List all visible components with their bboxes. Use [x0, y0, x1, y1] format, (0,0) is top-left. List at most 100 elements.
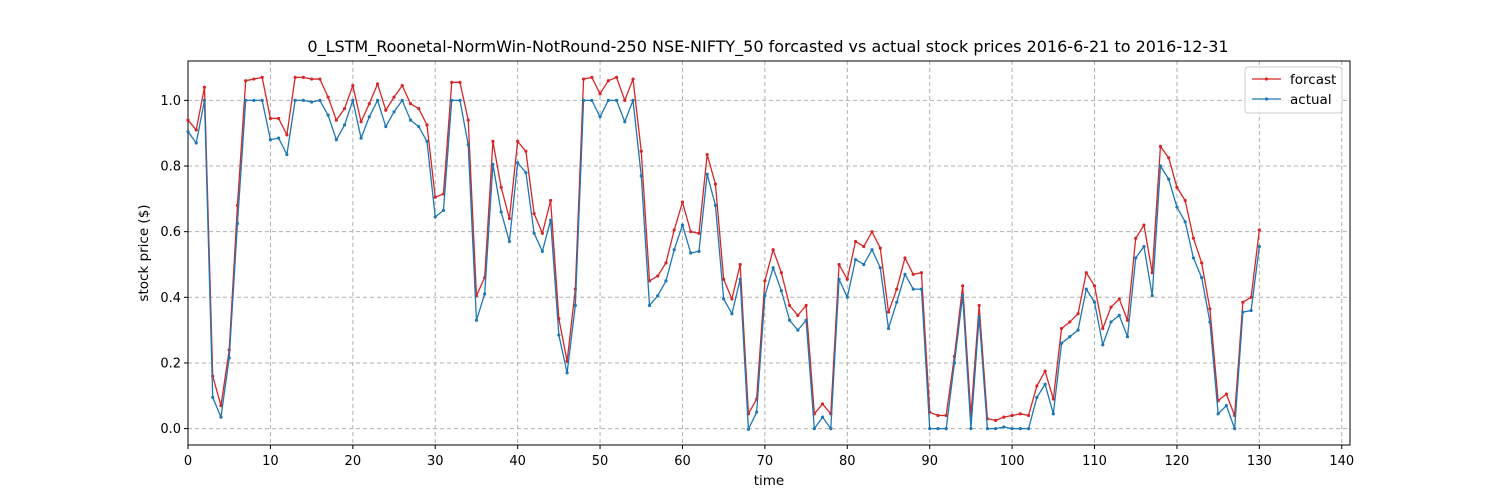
data-point-actual [853, 257, 858, 262]
x-tick-label: 0 [184, 454, 192, 469]
data-point-actual [450, 98, 454, 102]
data-point-actual [334, 138, 338, 142]
data-point-forcast [408, 102, 413, 106]
data-point-forcast [268, 116, 273, 121]
data-point-forcast [1084, 271, 1088, 275]
data-point-forcast [549, 198, 553, 203]
data-point-actual [1183, 220, 1187, 224]
data-point-actual [1076, 328, 1080, 332]
data-point-actual [573, 303, 577, 308]
data-point-actual [1084, 287, 1088, 291]
data-point-actual [557, 333, 561, 337]
data-point-actual [722, 297, 726, 301]
data-point-actual [384, 125, 388, 129]
x-tick-label: 120 [1165, 454, 1190, 469]
data-point-actual [1117, 313, 1121, 317]
data-point-forcast [1010, 413, 1014, 418]
data-point-forcast [1076, 312, 1080, 316]
data-point-forcast [1109, 305, 1113, 309]
data-point-actual [1142, 244, 1146, 249]
data-point-actual [1200, 276, 1204, 280]
data-point-actual [474, 318, 479, 322]
data-point-forcast [491, 139, 495, 144]
data-point-actual [788, 318, 792, 322]
data-point-actual [680, 223, 685, 227]
data-point-forcast [944, 413, 948, 418]
data-point-forcast [1167, 156, 1171, 160]
data-point-actual [804, 318, 808, 322]
data-point-forcast [1241, 300, 1245, 304]
data-point-actual [705, 172, 709, 176]
legend: forcast actual [1244, 66, 1343, 114]
data-point-actual [285, 152, 289, 157]
data-point-actual [985, 426, 989, 431]
data-point-forcast [623, 98, 627, 102]
data-point-actual [581, 98, 586, 102]
legend-marker [1264, 77, 1269, 81]
data-point-forcast [936, 413, 940, 418]
data-point-actual [1010, 426, 1014, 431]
data-point-forcast [466, 118, 470, 122]
data-point-actual [268, 138, 273, 142]
data-point-forcast [532, 212, 536, 216]
data-point-actual [540, 249, 544, 253]
data-point-forcast [845, 277, 849, 281]
data-point-actual [746, 427, 751, 431]
x-tick-label: 130 [1247, 454, 1272, 469]
data-point-forcast [219, 404, 223, 408]
y-tick-label: 0.4 [160, 291, 181, 306]
data-point-forcast [384, 108, 388, 112]
data-point-forcast [458, 80, 462, 84]
data-point-actual [211, 395, 215, 400]
data-point-actual [1158, 164, 1163, 168]
series-actual [186, 98, 1261, 431]
data-point-actual [1018, 426, 1022, 431]
data-point-actual [911, 287, 915, 291]
data-point-actual [1249, 308, 1253, 313]
data-point-forcast [961, 284, 965, 288]
data-point-actual [367, 115, 371, 119]
data-point-actual [1134, 256, 1138, 260]
data-point-forcast [804, 303, 808, 308]
data-point-actual [441, 208, 446, 212]
data-point-forcast [507, 216, 511, 221]
x-axis-label: time [754, 473, 785, 489]
data-point-actual [1059, 341, 1064, 345]
data-point-forcast [771, 248, 775, 252]
data-point-forcast [1117, 297, 1121, 301]
y-tick-label: 0.0 [160, 422, 181, 437]
data-point-actual [796, 328, 800, 332]
data-point-forcast [1224, 392, 1228, 396]
data-point-forcast [334, 118, 338, 122]
data-point-forcast [581, 77, 586, 81]
data-point-forcast [1027, 413, 1031, 418]
data-point-forcast [779, 271, 783, 275]
data-point-forcast [1101, 326, 1105, 331]
data-point-forcast [730, 297, 734, 301]
data-point-actual [837, 277, 841, 281]
data-point-forcast [1134, 236, 1138, 240]
data-point-actual [375, 98, 380, 102]
data-point-actual [1241, 310, 1245, 314]
data-point-actual [1125, 335, 1130, 339]
data-point-forcast [342, 106, 347, 111]
data-point-actual [549, 218, 553, 222]
data-point-actual [1027, 426, 1031, 431]
data-point-actual [845, 295, 849, 299]
data-point-forcast [1200, 261, 1204, 265]
data-point-forcast [895, 287, 899, 291]
data-point-actual [672, 248, 676, 252]
data-point-forcast [293, 75, 297, 80]
data-point-forcast [1142, 223, 1146, 227]
data-point-actual [516, 161, 520, 165]
data-point-actual [779, 289, 783, 293]
data-point-forcast [318, 77, 322, 81]
data-point-actual [1092, 300, 1097, 304]
data-point-forcast [919, 271, 924, 275]
data-point-actual [194, 141, 198, 145]
legend-item-forcast: forcast [1252, 72, 1336, 88]
data-point-forcast [689, 230, 693, 234]
data-point-actual [1257, 244, 1261, 249]
series-line-actual [187, 99, 1260, 430]
data-point-forcast [186, 118, 190, 122]
